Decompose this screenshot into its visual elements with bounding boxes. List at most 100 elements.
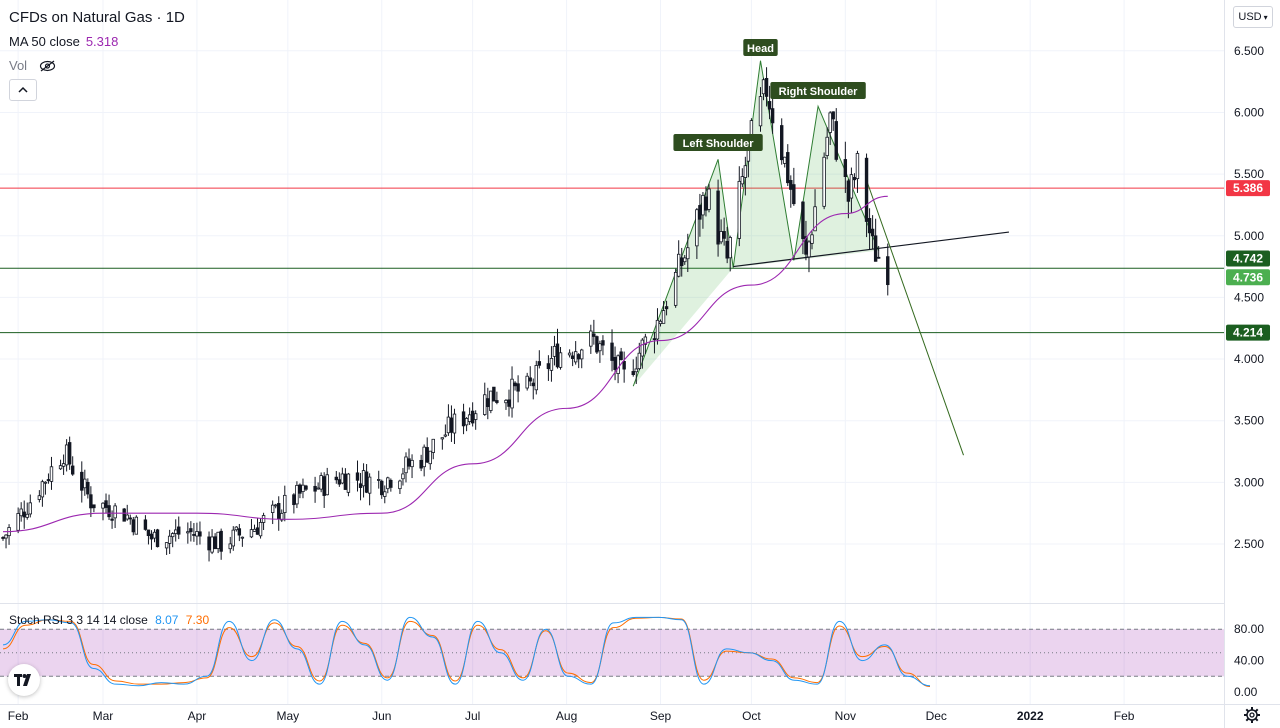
candle[interactable]	[555, 328, 560, 369]
candle[interactable]	[792, 167, 796, 206]
candle[interactable]	[886, 243, 890, 296]
candle[interactable]	[113, 503, 117, 528]
candle[interactable]	[273, 503, 278, 509]
eye-hidden-icon[interactable]	[39, 60, 56, 72]
candle[interactable]	[873, 218, 878, 262]
candle[interactable]	[131, 516, 135, 536]
candle[interactable]	[346, 472, 351, 497]
candle[interactable]	[446, 404, 451, 436]
candle[interactable]	[683, 255, 687, 265]
candle[interactable]	[704, 186, 708, 217]
candle[interactable]	[652, 331, 657, 354]
candle[interactable]	[334, 470, 338, 484]
candle[interactable]	[28, 494, 32, 518]
candle[interactable]	[143, 515, 148, 531]
ma-legend[interactable]: MA 50 close 5.318	[9, 34, 118, 50]
price-pane[interactable]: Head Right Shoulder Left Shoulder	[0, 39, 1224, 562]
candle[interactable]	[149, 530, 154, 550]
candle[interactable]	[425, 437, 429, 464]
candle[interactable]	[473, 410, 478, 430]
candle[interactable]	[340, 467, 345, 485]
candle[interactable]	[380, 479, 384, 499]
price-axis[interactable]: 6.500 6.000 5.500 5.000 4.500 4.000 3.500 3.000…	[1226, 44, 1270, 699]
candle[interactable]	[470, 402, 475, 427]
candle[interactable]	[767, 85, 772, 120]
ma-50-line[interactable]	[2, 195, 888, 533]
candle[interactable]	[573, 341, 578, 365]
candle[interactable]	[849, 167, 854, 213]
candle[interactable]	[198, 521, 202, 545]
candle[interactable]	[43, 481, 48, 495]
candle[interactable]	[743, 156, 748, 196]
candle[interactable]	[531, 378, 535, 400]
candle[interactable]	[822, 152, 826, 210]
candle[interactable]	[89, 486, 93, 518]
candle[interactable]	[513, 381, 517, 391]
candle[interactable]	[810, 231, 814, 250]
candle[interactable]	[495, 391, 499, 405]
candle[interactable]	[637, 342, 641, 371]
candle[interactable]	[686, 233, 690, 273]
candle[interactable]	[367, 473, 372, 506]
candle[interactable]	[483, 382, 487, 416]
candle[interactable]	[655, 308, 660, 345]
candle[interactable]	[786, 144, 790, 187]
candle[interactable]	[325, 467, 329, 496]
candle[interactable]	[673, 268, 678, 308]
stoch-legend[interactable]: Stoch RSI 3 3 14 14 close 8.07 7.30	[9, 613, 209, 628]
candle[interactable]	[428, 450, 432, 470]
candle[interactable]	[361, 463, 366, 498]
candle[interactable]	[101, 502, 105, 521]
candle[interactable]	[152, 529, 157, 543]
candle[interactable]	[789, 175, 793, 208]
candle[interactable]	[234, 526, 239, 532]
candle[interactable]	[758, 87, 763, 132]
candle[interactable]	[537, 350, 542, 369]
projection-line[interactable]	[866, 180, 964, 456]
annotation-right-shoulder[interactable]: Right Shoulder	[770, 82, 866, 99]
candle[interactable]	[134, 515, 139, 535]
candle[interactable]	[610, 329, 614, 372]
candle[interactable]	[867, 208, 872, 250]
candle[interactable]	[440, 437, 445, 450]
candle[interactable]	[319, 472, 323, 493]
candle[interactable]	[492, 386, 496, 402]
candle[interactable]	[619, 347, 623, 361]
candle[interactable]	[722, 217, 726, 246]
candle[interactable]	[783, 156, 787, 168]
candle[interactable]	[170, 532, 175, 548]
candle[interactable]	[237, 523, 242, 542]
candle[interactable]	[664, 300, 669, 316]
candle[interactable]	[807, 240, 811, 273]
candle[interactable]	[422, 444, 426, 477]
candle[interactable]	[64, 439, 69, 472]
candle[interactable]	[16, 507, 20, 534]
stoch-k-line[interactable]	[2, 616, 931, 687]
candle[interactable]	[164, 542, 169, 555]
candle[interactable]	[298, 483, 302, 499]
candle[interactable]	[658, 319, 663, 327]
candle[interactable]	[301, 478, 305, 499]
candle[interactable]	[58, 459, 63, 470]
candle[interactable]	[716, 179, 720, 257]
candle[interactable]	[295, 481, 299, 509]
candle[interactable]	[216, 531, 220, 554]
candle[interactable]	[864, 153, 869, 238]
candle[interactable]	[852, 173, 857, 188]
candle[interactable]	[464, 417, 469, 432]
tradingview-logo-icon[interactable]	[8, 664, 40, 696]
candle[interactable]	[228, 536, 232, 554]
candle[interactable]	[283, 485, 287, 522]
candle[interactable]	[525, 372, 529, 391]
candle[interactable]	[358, 472, 363, 501]
candle[interactable]	[377, 470, 381, 489]
candle[interactable]	[219, 528, 223, 560]
candle[interactable]	[592, 319, 596, 345]
candle[interactable]	[740, 168, 745, 188]
candle[interactable]	[398, 479, 402, 494]
candle[interactable]	[49, 456, 54, 490]
candle[interactable]	[86, 478, 90, 499]
candle[interactable]	[249, 518, 254, 539]
candle[interactable]	[255, 517, 260, 535]
